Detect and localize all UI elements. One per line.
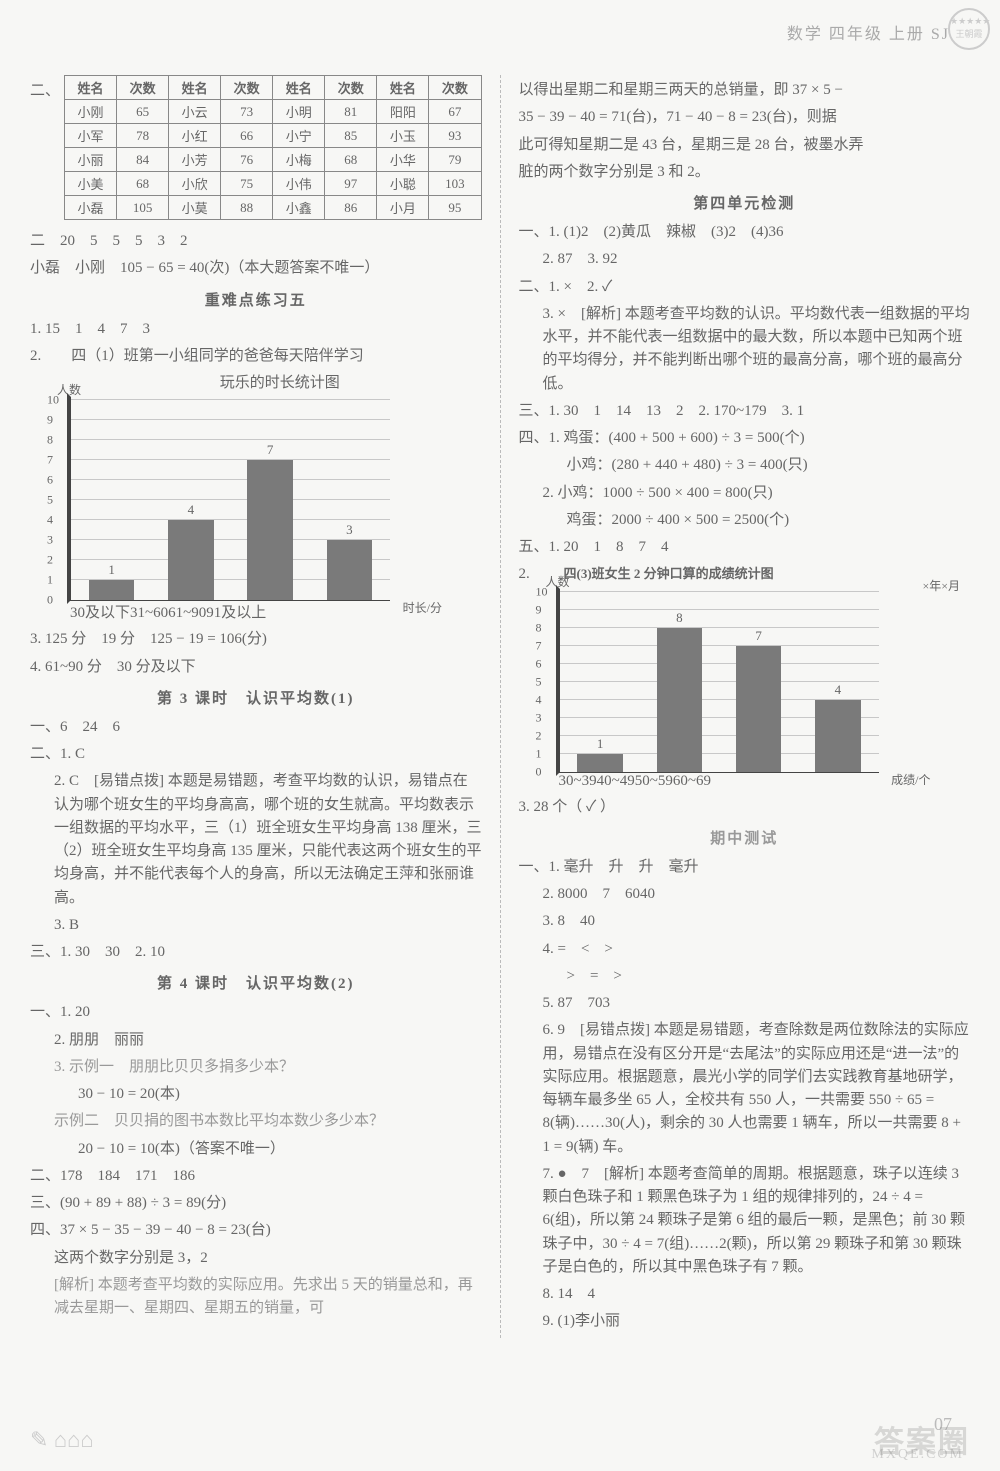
text-line: 2. 朋朋 丽丽 xyxy=(30,1029,482,1052)
chart2-date: ×年×月 xyxy=(922,577,960,594)
chart-caption: 玩乐的时长统计图 xyxy=(30,372,482,395)
text-line: 一、1. 毫升 升 升 毫升 xyxy=(519,856,971,879)
right-column: 以得出星期二和星期三两天的总销量，即 37 × 5 − 35 − 39 − 40… xyxy=(519,75,971,1338)
text-block: 6. 9 [易错点拨] 本题是易错题，考查除数是两位数除法的实际应用，易错点在没… xyxy=(519,1019,971,1159)
watermark-url: MXQE.COM xyxy=(871,1447,964,1463)
text-line: 2. 四（1）班第一小组同学的爸爸每天陪伴学习 xyxy=(30,345,482,368)
text-block: 3. × [解析] 本题考查平均数的认识。平均数代表一组数据的平均水平，并不能代… xyxy=(519,303,971,396)
column-divider xyxy=(500,75,501,1338)
text-line: 9. (1)李小丽 xyxy=(519,1310,971,1333)
text-line: 脏的两个数字分别是 3 和 2。 xyxy=(519,161,971,184)
text-line: 二 20 5 5 5 3 2 xyxy=(30,230,482,253)
example-line: 示例二 贝贝捐的图书本数比平均本数少多少本？ xyxy=(30,1110,482,1133)
chart1-xlabels: 30及以下31~6061~9091及以上 xyxy=(70,601,390,622)
text-line: 4. 61~90 分 30 分及以下 xyxy=(30,656,482,679)
bar-chart-1: 人数时长/分0123456789101473 xyxy=(70,401,390,601)
chart2-wrap: ×年×月 人数成绩/个0123456789101874 30~3940~4950… xyxy=(559,593,971,790)
text-block: 7. ● 7 [解析] 本题考查简单的周期。根据题意，珠子以连续 3 颗白色珠子… xyxy=(519,1163,971,1279)
text-line: 以得出星期二和星期三两天的总销量，即 37 × 5 − xyxy=(519,79,971,102)
text-line: 3. 28 个（ ✓ ） xyxy=(519,796,971,819)
page-header: 数学 四年级 上册 SJ xyxy=(787,20,950,44)
example-line: 3. 示例一 朋朋比贝贝多捐多少本？ xyxy=(30,1056,482,1079)
text-line: 四、1. 鸡蛋：(400 + 500 + 600) ÷ 3 = 500(个) xyxy=(519,427,971,450)
text-line: 四、37 × 5 − 35 − 39 − 40 − 8 = 23(台) xyxy=(30,1219,482,1242)
text-line: 8. 14 4 xyxy=(519,1283,971,1306)
left-column: 二、 姓名次数姓名次数姓名次数姓名次数 小刚65小云73小明81阳阳67小军78… xyxy=(30,75,482,1338)
analysis-block: [解析] 本题考查平均数的实际应用。先求出 5 天的销量总和，再减去星期一、星期… xyxy=(30,1274,482,1321)
text-line: 2. 四(3)班女生 2 分钟口算的成绩统计图 xyxy=(519,563,971,586)
section-title: 第四单元检测 xyxy=(519,192,971,213)
footer-deco-icon: ✎ ⌂⌂⌂ xyxy=(30,1427,94,1453)
text-line: 一、6 24 6 xyxy=(30,716,482,739)
section-title: 第 3 课时 认识平均数(1) xyxy=(30,687,482,708)
text-line: 二、1. × 2. ✓ xyxy=(519,276,971,299)
chart2-title: 四(3)班女生 2 分钟口算的成绩统计图 xyxy=(564,566,774,581)
text-line: 2. 8000 7 6040 xyxy=(519,883,971,906)
text-line: 35 − 39 − 40 = 71(台)，71 − 40 − 8 = 23(台)… xyxy=(519,106,971,129)
badge-seal: ★★★★★王朝霞 xyxy=(948,8,990,50)
text-line: 2. 小鸡：1000 ÷ 500 × 400 = 800(只) xyxy=(519,482,971,505)
chart1-wrap: 人数时长/分0123456789101473 30及以下31~6061~9091… xyxy=(70,401,482,622)
text-line: 五、1. 20 1 8 7 4 xyxy=(519,536,971,559)
bar-chart-2: 人数成绩/个0123456789101874 xyxy=(559,593,879,773)
text-line: 小鸡：(280 + 440 + 480) ÷ 3 = 400(只) xyxy=(519,454,971,477)
text-block: 2. C [易错点拨] 本题是易错题，考查平均数的认识，易错点在认为哪个班女生的… xyxy=(30,770,482,910)
section-title: 第 4 课时 认识平均数(2) xyxy=(30,972,482,993)
text-line: 2. 87 3. 92 xyxy=(519,248,971,271)
score-table: 姓名次数姓名次数姓名次数姓名次数 小刚65小云73小明81阳阳67小军78小红6… xyxy=(64,75,481,220)
text-line: 1. 15 1 4 7 3 xyxy=(30,318,482,341)
text-line: 此可得知星期二是 43 台，星期三是 28 台，被墨水弄 xyxy=(519,134,971,157)
text-line: 一、1. 20 xyxy=(30,1001,482,1024)
text-line: > = > xyxy=(519,965,971,988)
text-line: 三、1. 30 30 2. 10 xyxy=(30,941,482,964)
text-line: 3. 8 40 xyxy=(519,910,971,933)
text-line: 二、178 184 171 186 xyxy=(30,1165,482,1188)
text-line: 小磊 小刚 105 − 65 = 40(次)（本大题答案不唯一） xyxy=(30,257,482,280)
text-line: 30 − 10 = 20(本) xyxy=(30,1083,482,1106)
section-title: 期中测试 xyxy=(519,827,971,848)
text-line: 3. B xyxy=(30,914,482,937)
text-line: 20 − 10 = 10(本)（答案不唯一） xyxy=(30,1138,482,1161)
text-line: 三、1. 30 1 14 13 2 2. 170~179 3. 1 xyxy=(519,400,971,423)
section-title: 重难点练习五 xyxy=(30,289,482,310)
text-line: 三、(90 + 89 + 88) ÷ 3 = 89(分) xyxy=(30,1192,482,1215)
text-line: 3. 125 分 19 分 125 − 19 = 106(分) xyxy=(30,628,482,651)
content-columns: 二、 姓名次数姓名次数姓名次数姓名次数 小刚65小云73小明81阳阳67小军78… xyxy=(30,75,970,1338)
text-line: 这两个数字分别是 3，2 xyxy=(30,1247,482,1270)
text-line: 5. 87 703 xyxy=(519,992,971,1015)
table-label: 二、 xyxy=(30,75,60,100)
text-line: 4. = < > xyxy=(519,938,971,961)
text-line: 一、1. (1)2 (2)黄瓜 辣椒 (3)2 (4)36 xyxy=(519,221,971,244)
text-line: 二、1. C xyxy=(30,743,482,766)
text-line: 鸡蛋：2000 ÷ 400 × 500 = 2500(个) xyxy=(519,509,971,532)
